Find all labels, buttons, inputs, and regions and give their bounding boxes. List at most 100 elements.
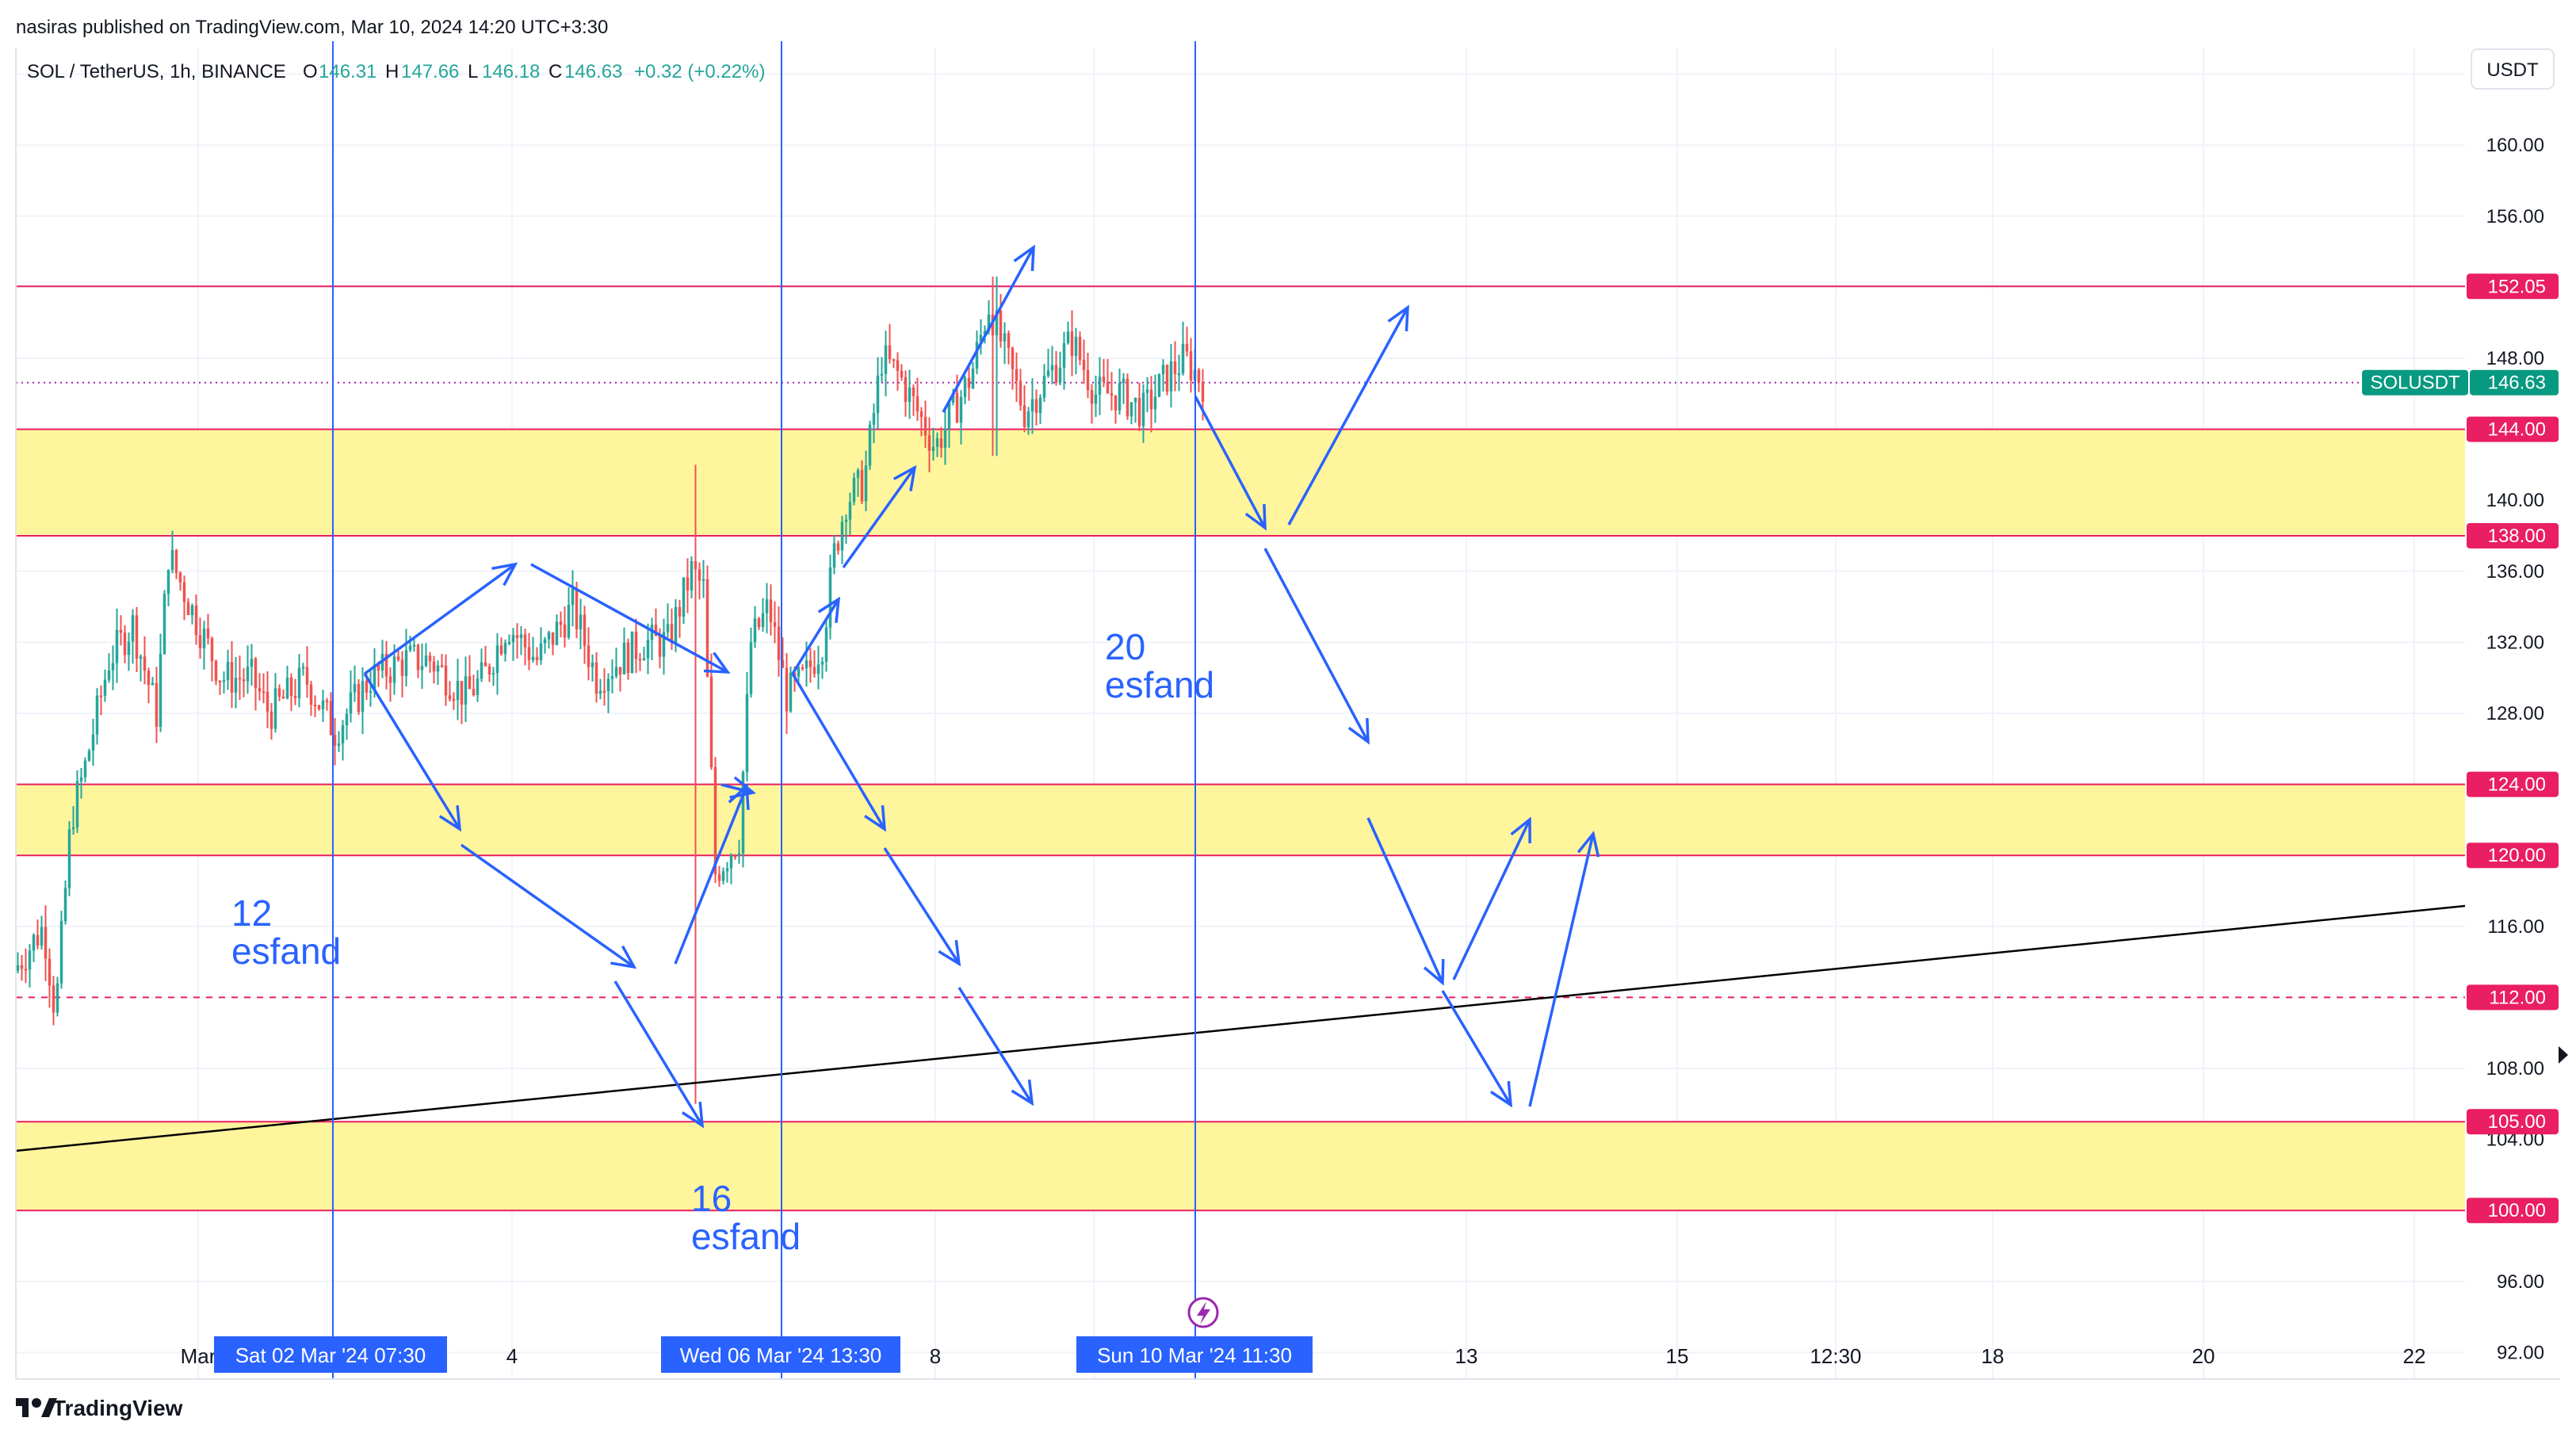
forecast-arrow: [613, 980, 704, 1126]
time-marker-badge: [661, 1336, 900, 1373]
candle-body: [868, 424, 872, 466]
candle-body: [832, 543, 836, 567]
candle-body: [1015, 369, 1019, 381]
price-level-label: 120.00: [2488, 845, 2546, 866]
candle-body: [1003, 333, 1007, 342]
candle-body: [650, 625, 654, 640]
candle-body: [674, 606, 678, 644]
candle-body: [785, 667, 789, 712]
candle-body: [206, 629, 210, 639]
candle-body: [1110, 393, 1114, 396]
candle-body: [987, 314, 991, 331]
price-level-label: 100.00: [2488, 1200, 2546, 1221]
arrow-head: [938, 940, 961, 967]
candle-body: [816, 664, 820, 674]
candle-body: [757, 618, 761, 628]
y-tick-label: 128.00: [2486, 703, 2544, 724]
time-marker-badge: [1076, 1336, 1313, 1373]
candle-body: [1106, 381, 1110, 394]
candle-body: [452, 699, 456, 701]
candle-body: [333, 735, 337, 746]
candle-body: [456, 681, 460, 700]
candle-body: [309, 684, 313, 705]
candle-body: [159, 653, 162, 728]
candle-body: [951, 392, 955, 403]
open-value: 146.31: [319, 61, 376, 82]
trendline: [15, 904, 2466, 1152]
candle-body: [606, 678, 610, 692]
candle-body: [1046, 370, 1050, 376]
candle-body: [1070, 331, 1074, 357]
candle-body: [1042, 376, 1046, 398]
candle-body: [392, 656, 396, 683]
candle-body: [773, 622, 777, 627]
forecast-arrow: [720, 783, 754, 794]
forecast-arrow: [460, 843, 636, 969]
candle-body: [844, 519, 848, 522]
candle-body: [999, 310, 1003, 342]
candle-body: [99, 695, 103, 697]
candle-body: [1038, 397, 1042, 414]
candle-body: [670, 624, 674, 644]
candle-body: [820, 661, 824, 665]
candle-body: [1026, 411, 1030, 427]
candle-body: [515, 635, 519, 638]
x-tick-label: Mar: [181, 1344, 216, 1368]
candle-body: [840, 522, 844, 551]
candle-body: [313, 705, 317, 707]
candle-body: [202, 629, 206, 648]
candle-body: [107, 670, 111, 680]
candle-body: [464, 676, 468, 705]
currency-button[interactable]: USDT: [2471, 48, 2555, 90]
candles: [16, 276, 1205, 1104]
candle-body: [262, 691, 266, 694]
candle-body: [16, 965, 20, 971]
candle-body: [662, 632, 666, 657]
forecast-arrow: [883, 847, 961, 965]
alert-icon[interactable]: [1187, 1297, 1219, 1328]
candle-body: [991, 314, 995, 336]
candle-body: [468, 676, 472, 690]
candle-body: [194, 605, 198, 636]
arrow-head: [1423, 958, 1445, 986]
candle-body: [567, 605, 571, 638]
candle-body: [995, 310, 999, 336]
candle-body: [959, 396, 963, 423]
candle-body: [24, 969, 28, 971]
x-tick-label: 12:30: [1810, 1344, 1861, 1368]
scroll-to-realtime-icon[interactable]: [2559, 1046, 2568, 1064]
candle-body: [472, 689, 476, 696]
forecast-arrow: [1194, 396, 1267, 529]
time-marker-label: Sat 02 Mar '24 07:30: [235, 1343, 426, 1367]
candle-body: [939, 438, 943, 449]
x-tick-label: 18: [1982, 1344, 2005, 1368]
candle-body: [694, 560, 698, 570]
candle-body: [523, 634, 527, 648]
candle-body: [860, 469, 864, 502]
close-value: 146.63: [564, 61, 622, 82]
forecast-arrow: [674, 785, 748, 965]
y-tick-label: 132.00: [2486, 632, 2544, 653]
candle-body: [535, 656, 539, 660]
forecast-arrow: [791, 673, 886, 830]
candle-body: [28, 950, 32, 970]
candle-body: [329, 701, 333, 736]
candle-body: [103, 679, 107, 696]
candle-body: [559, 621, 563, 625]
candle-body: [281, 696, 285, 699]
candle-body: [983, 331, 987, 335]
arrow-head: [729, 776, 756, 799]
candle-body: [388, 676, 392, 683]
candle-body: [499, 645, 503, 655]
time-marker-lines: [332, 41, 1196, 1379]
candle-body: [947, 402, 951, 429]
candle-body: [808, 660, 812, 667]
arrow-head: [491, 562, 518, 587]
y-tick-label: 160.00: [2486, 135, 2544, 156]
candle-body: [812, 667, 816, 674]
candle-body: [943, 428, 947, 449]
candle-body: [162, 594, 166, 654]
candle-body: [170, 550, 174, 571]
candle-body: [761, 613, 765, 628]
